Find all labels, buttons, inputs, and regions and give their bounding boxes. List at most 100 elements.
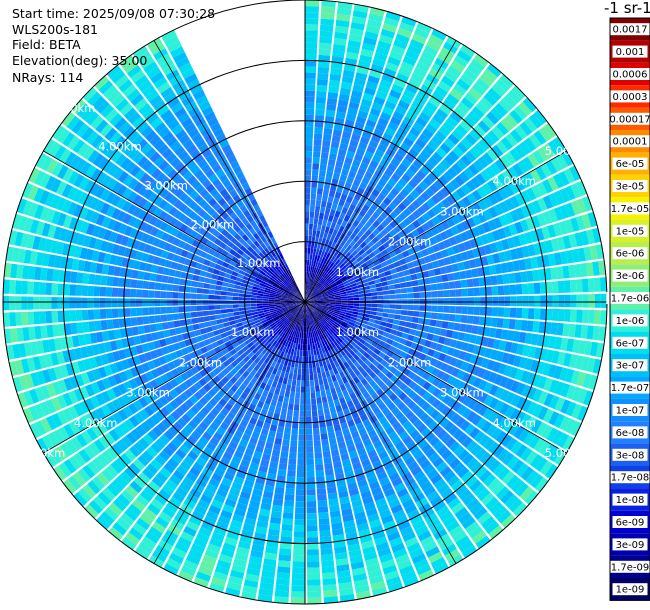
range-gate — [169, 217, 178, 227]
range-gate — [237, 540, 251, 550]
range-gate — [450, 60, 465, 73]
range-gate — [138, 185, 149, 197]
range-gate — [380, 187, 390, 197]
range-gate — [425, 364, 435, 374]
range-gate — [352, 83, 365, 93]
range-gate — [164, 381, 174, 392]
range-gate — [570, 183, 582, 199]
range-gate — [291, 428, 298, 435]
range-gate — [420, 362, 429, 371]
range-gate — [287, 305, 294, 308]
range-gate — [426, 209, 436, 219]
range-gate — [446, 217, 456, 228]
range-gate — [358, 272, 366, 278]
range-gate — [336, 245, 343, 253]
range-gate — [326, 344, 331, 351]
range-gate — [387, 163, 397, 173]
range-gate — [306, 313, 308, 320]
range-gate — [310, 297, 317, 300]
range-gate — [45, 208, 56, 223]
range-gate — [455, 306, 462, 314]
range-gate — [479, 451, 492, 465]
range-gate — [543, 408, 554, 423]
range-gate — [376, 344, 384, 351]
range-gate — [498, 416, 509, 430]
range-gate — [373, 259, 381, 266]
range-gate — [353, 227, 361, 235]
range-gate — [373, 440, 383, 449]
range-gate — [161, 232, 170, 242]
range-gate — [332, 367, 339, 375]
range-gate — [328, 305, 335, 308]
range-gate — [330, 222, 337, 229]
range-gate — [214, 295, 221, 300]
range-gate — [56, 197, 67, 211]
range-gate — [276, 291, 283, 295]
range-gate — [395, 105, 407, 116]
range-gate — [451, 214, 461, 225]
range-gate — [349, 27, 364, 37]
range-gate — [319, 243, 325, 251]
range-gate — [315, 330, 319, 337]
range-gate — [373, 96, 386, 106]
range-gate — [301, 380, 305, 387]
range-gate — [318, 415, 325, 422]
range-gate — [487, 130, 500, 144]
range-gate — [418, 111, 431, 123]
range-gate — [315, 274, 320, 281]
range-gate — [545, 160, 558, 175]
range-gate — [305, 90, 315, 97]
range-gate — [316, 303, 323, 306]
range-gate — [245, 573, 260, 582]
range-gate — [306, 470, 315, 478]
range-gate — [520, 320, 528, 331]
range-gate — [443, 305, 450, 313]
range-gate — [349, 224, 356, 233]
range-gate — [190, 305, 197, 312]
range-gate — [395, 461, 407, 472]
range-gate — [291, 336, 296, 343]
range-gate — [307, 307, 311, 314]
range-gate — [416, 216, 426, 226]
range-gate — [117, 308, 125, 318]
range-gate — [282, 280, 288, 286]
range-gate — [200, 494, 213, 505]
range-gate — [367, 276, 374, 282]
range-gate — [519, 141, 532, 155]
range-gate — [501, 470, 515, 485]
range-gate — [476, 267, 485, 277]
range-gate — [305, 120, 314, 127]
range-gate — [440, 186, 451, 198]
range-gate — [325, 419, 333, 427]
range-gate — [309, 306, 314, 311]
range-gate — [293, 298, 300, 301]
range-gate — [18, 215, 28, 231]
range-gate — [321, 326, 326, 333]
range-gate — [317, 284, 323, 290]
range-gate — [232, 308, 240, 312]
range-gate — [518, 233, 528, 246]
range-gate — [92, 368, 102, 381]
range-gate — [310, 304, 317, 308]
range-gate — [292, 373, 297, 380]
range-gate — [293, 302, 300, 305]
range-gate — [524, 258, 533, 270]
range-gate — [333, 123, 344, 131]
range-gate — [291, 289, 297, 294]
range-gate — [370, 434, 380, 444]
range-gate — [314, 127, 323, 134]
range-gate — [147, 341, 156, 351]
range-gate — [416, 344, 424, 353]
range-gate — [506, 237, 516, 249]
range-gate — [353, 416, 362, 425]
range-gate — [95, 213, 106, 226]
range-gate — [198, 198, 208, 208]
range-gate — [469, 128, 482, 142]
range-gate — [449, 255, 457, 264]
range-gate — [391, 436, 402, 446]
range-gate — [382, 23, 397, 33]
range-gate — [129, 308, 137, 317]
range-gate — [398, 392, 408, 401]
range-gate — [172, 284, 180, 292]
range-gate — [342, 187, 350, 196]
